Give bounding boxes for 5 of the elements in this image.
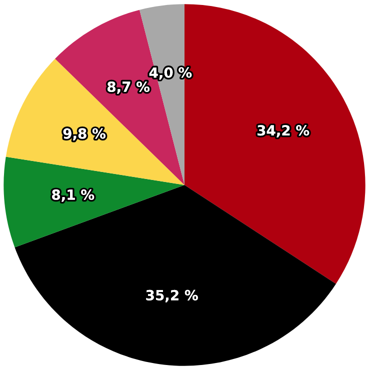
data-label: 8,1 % bbox=[52, 189, 94, 202]
data-label: 34,2 % bbox=[258, 125, 310, 138]
data-label: 8,7 % bbox=[108, 81, 150, 94]
data-label: 35,2 % bbox=[146, 290, 198, 302]
data-label: 9,8 % bbox=[63, 128, 106, 141]
